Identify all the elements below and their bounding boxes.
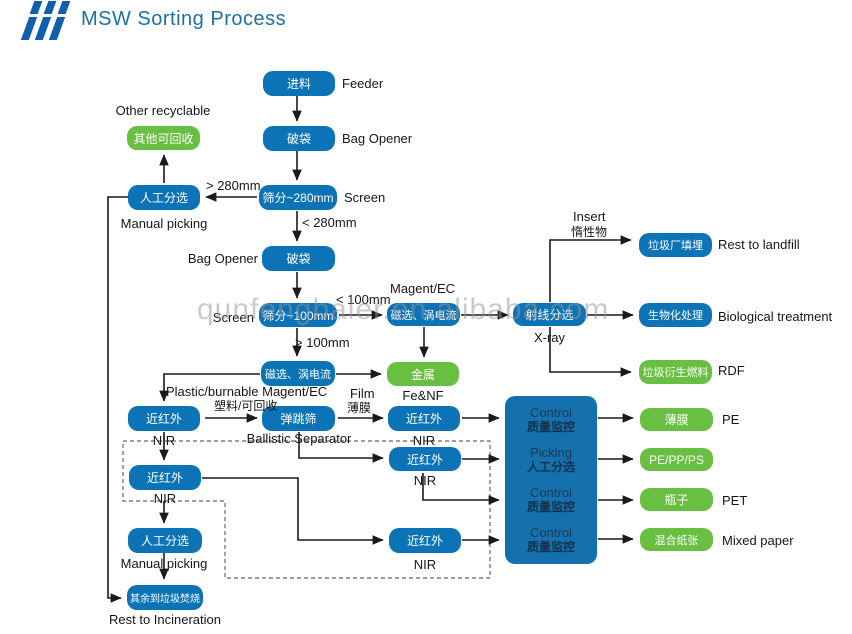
edge-label-lt100: < 100mm (336, 292, 391, 307)
edge-label-gt100: > 100mm (295, 335, 350, 350)
control-row-en: Picking (530, 444, 572, 460)
edge-label-film-zh: 薄膜 (347, 401, 372, 415)
node-nir-left-2: 近红外 (129, 465, 201, 490)
label-incineration: Rest to Incineration (108, 612, 221, 627)
node-ballistic-separator: 弹跳筛 (262, 406, 335, 431)
node-nir-right-1: 近红外 (388, 406, 460, 431)
label-manual-picking-2: Manual picking (120, 556, 208, 571)
flow-arrow (422, 473, 500, 505)
edge-label-plastic-burnable: Plastic/burnable Magent/EC (166, 384, 328, 399)
node-bag-opener-1: 破袋 (263, 126, 335, 151)
flow-arrow (202, 477, 384, 545)
label-output-pe: PE (722, 412, 740, 427)
label-landfill: Rest to landfill (718, 237, 800, 252)
flow-arrow (159, 373, 260, 402)
page-title: MSW Sorting Process (81, 8, 287, 30)
label-manual-picking-1: Manual picking (120, 216, 208, 231)
label-other-recyclable: Other recyclable (115, 103, 211, 118)
label-metal: Fe&NF (402, 388, 444, 403)
control-row: Control 质量监控 (526, 484, 575, 515)
label-rdf: RDF (718, 363, 745, 378)
node-output-bottles: 瓶子 (640, 488, 713, 511)
label-nir-left-1: NIR (152, 433, 176, 448)
node-magnet-ec-2: 磁选、涡电流 (261, 361, 335, 386)
label-ballistic: Ballistic Separator (246, 431, 352, 446)
node-rdf: 垃圾衍生燃料 (639, 360, 712, 384)
label-nir-right-1: NIR (412, 433, 436, 448)
node-magnet-ec-1: 磁选、涡电流 (387, 303, 460, 326)
label-nir-right-3: NIR (413, 557, 437, 572)
node-nir-left-1: 近红外 (128, 406, 200, 431)
control-row: Control 质量监控 (526, 524, 575, 555)
node-nir-right-3: 近红外 (389, 528, 461, 553)
label-output-pet: PET (722, 493, 748, 508)
label-screen-280: Screen (344, 190, 386, 205)
control-row-zh: 质量监控 (526, 419, 575, 434)
label-output-mixed-paper: Mixed paper (722, 533, 794, 548)
node-output-mixed-paper: 混合纸张 (640, 528, 713, 551)
node-manual-picking-1: 人工分选 (128, 185, 200, 210)
node-screen-280: 筛分~280mm (259, 185, 337, 210)
node-output-film: 薄膜 (640, 408, 713, 431)
node-manual-picking-2: 人工分选 (128, 528, 202, 553)
label-feeder: Feeder (342, 76, 384, 91)
node-output-pe-pp-ps: PE/PP/PS (640, 448, 713, 471)
node-biological: 生物化处理 (639, 303, 712, 327)
node-xray-sorter: 射线分选 (513, 303, 586, 326)
flow-arrow (107, 196, 128, 603)
node-feeder: 进料 (263, 71, 335, 96)
node-quality-control-station: Control 质量监控 Picking 人工分选 Control 质量监控 C… (505, 396, 597, 564)
control-row-zh: 质量监控 (526, 499, 575, 514)
control-row: Picking 人工分选 (526, 444, 575, 475)
edge-label-film: Film (350, 386, 375, 401)
label-biological: Biological treatment (718, 309, 833, 324)
flow-arrow (298, 432, 384, 463)
control-row-zh: 人工分选 (526, 459, 575, 474)
control-row: Control 质量监控 (526, 404, 575, 435)
company-logo-icon (20, 1, 71, 40)
label-xray: X-ray (533, 330, 566, 345)
node-nir-right-2: 近红外 (389, 447, 461, 471)
control-row-en: Control (530, 484, 572, 500)
control-row-zh: 质量监控 (526, 539, 575, 554)
edge-label-lt280: < 280mm (302, 215, 357, 230)
node-other-recyclable: 其他可回收 (127, 126, 200, 150)
control-row-en: Control (530, 404, 572, 420)
label-magnet-ec-1: Magent/EC (390, 281, 456, 296)
node-screen-100: 筛分~100mm (259, 303, 337, 327)
node-landfill: 垃圾厂填埋 (639, 233, 712, 257)
label-screen-100: Screen (212, 310, 254, 325)
label-nir-left-2: NIR (153, 491, 177, 506)
edge-label-plastic-zh: 塑料/可回收 (214, 399, 278, 413)
edge-label-inert: 惰性物 (571, 225, 608, 239)
edge-label-gt280: > 280mm (206, 178, 261, 193)
label-nir-right-2: NIR (413, 473, 437, 488)
label-bag-opener-2: Bag Opener (187, 251, 258, 266)
node-metal: 金属 (387, 362, 459, 386)
flow-arrow (549, 235, 632, 302)
control-row-en: Control (530, 524, 572, 540)
edge-label-insert: Insert (573, 209, 606, 224)
flow-arrow (549, 327, 632, 377)
node-bag-opener-2: 破袋 (262, 246, 335, 271)
label-bag-opener-1: Bag Opener (342, 131, 413, 146)
dashed-group-boundary (122, 440, 491, 579)
node-incineration: 其余到垃圾焚烧 (127, 585, 203, 610)
